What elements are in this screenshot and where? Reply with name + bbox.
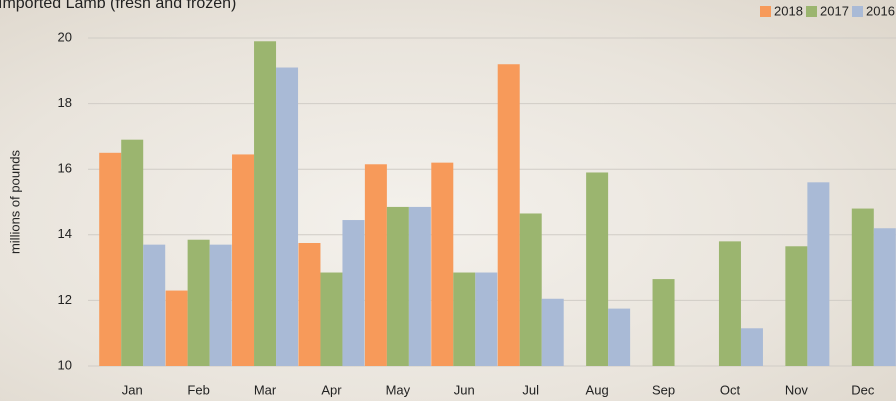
x-tick-label: Mar [254, 382, 277, 397]
bar [453, 273, 475, 366]
x-tick-label: May [386, 382, 411, 397]
x-tick-label: Nov [785, 382, 809, 397]
bar [409, 207, 431, 366]
legend-swatch [806, 6, 817, 17]
y-axis-label: millions of pounds [7, 149, 22, 254]
bar [586, 172, 608, 366]
y-tick-label: 16 [58, 161, 72, 176]
bar [188, 240, 210, 366]
bar [785, 246, 807, 366]
bar [608, 309, 630, 366]
page: Imported Lamb (fresh and frozen) million… [0, 0, 896, 401]
x-tick-label: Jul [522, 382, 539, 397]
bar [807, 182, 829, 366]
x-tick-label: Sep [652, 382, 675, 397]
bar [431, 163, 453, 366]
bar [719, 241, 741, 366]
x-tick-label: Dec [851, 382, 875, 397]
bar [342, 220, 364, 366]
x-tick-label: Apr [321, 382, 342, 397]
bar [365, 164, 387, 366]
chart-title: Imported Lamb (fresh and frozen) [0, 0, 236, 12]
y-tick-label: 20 [58, 29, 72, 44]
y-tick-label: 10 [58, 357, 72, 372]
legend-label: 2018 [774, 3, 803, 18]
bar [387, 207, 409, 366]
bar [121, 140, 143, 366]
chart: Imported Lamb (fresh and frozen) million… [0, 0, 896, 401]
bar [498, 64, 520, 366]
y-tick-label: 14 [58, 226, 72, 241]
y-tick-label: 18 [58, 95, 72, 110]
y-tick-label: 12 [58, 292, 72, 307]
legend-label: 2016 [866, 3, 895, 18]
bar [210, 245, 232, 366]
legend-swatch [852, 6, 863, 17]
bar [874, 228, 896, 366]
bar [143, 245, 165, 366]
bar [298, 243, 320, 366]
bar [653, 279, 675, 366]
x-tick-label: Aug [586, 382, 609, 397]
bar [276, 68, 298, 366]
x-tick-label: Jun [454, 382, 475, 397]
x-tick-label: Jan [122, 382, 143, 397]
bar [99, 153, 121, 366]
bar [254, 41, 276, 366]
legend-label: 2017 [820, 3, 849, 18]
bar [166, 291, 188, 366]
bar [320, 273, 342, 366]
legend-swatch [760, 6, 771, 17]
bar [520, 213, 542, 366]
bar [232, 154, 254, 366]
x-tick-label: Oct [720, 382, 741, 397]
bar [475, 273, 497, 366]
bar [542, 299, 564, 366]
x-tick-label: Feb [187, 382, 209, 397]
bar [852, 209, 874, 366]
bar [741, 328, 763, 366]
